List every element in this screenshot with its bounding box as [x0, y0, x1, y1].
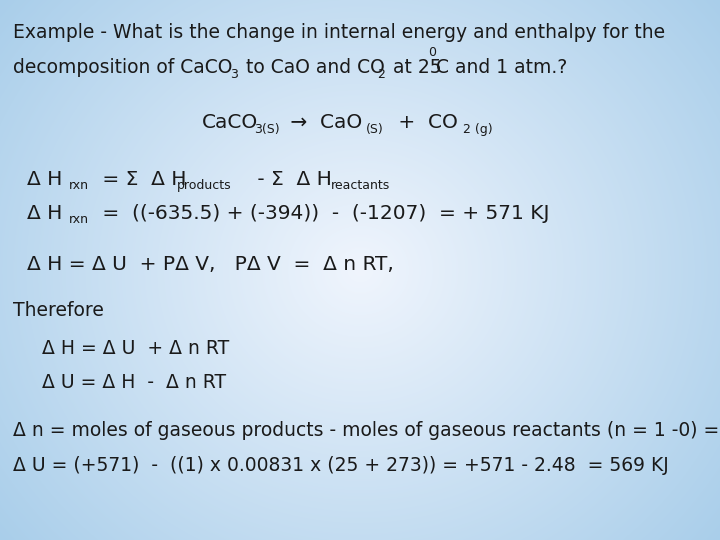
Text: 2 (g): 2 (g) — [463, 123, 492, 136]
Text: rxn: rxn — [68, 179, 89, 192]
Text: 2: 2 — [377, 68, 385, 80]
Text: to CaO and CO: to CaO and CO — [240, 58, 385, 77]
Text: at 25: at 25 — [387, 58, 447, 77]
Text: Δ n = moles of gaseous products - moles of gaseous reactants (n = 1 -0) = 1: Δ n = moles of gaseous products - moles … — [13, 421, 720, 440]
Text: = Σ  Δ H: = Σ Δ H — [96, 170, 187, 189]
Text: products: products — [177, 179, 232, 192]
Text: CaCO: CaCO — [202, 113, 258, 132]
Text: reactants: reactants — [331, 179, 390, 192]
Text: 0: 0 — [428, 46, 436, 59]
Text: Δ U = Δ H  -  Δ n RT: Δ U = Δ H - Δ n RT — [42, 373, 226, 392]
Text: Δ U = (+571)  -  ((1) x 0.00831 x (25 + 273)) = +571 - 2.48  = 569 KJ: Δ U = (+571) - ((1) x 0.00831 x (25 + 27… — [13, 456, 669, 475]
Text: 3(S): 3(S) — [254, 123, 280, 136]
Text: decomposition of CaCO: decomposition of CaCO — [13, 58, 233, 77]
Text: - Σ  Δ H: - Σ Δ H — [251, 170, 331, 189]
Text: C and 1 atm.?: C and 1 atm.? — [436, 58, 567, 77]
Text: Δ H = Δ U  + PΔ V,   PΔ V  =  Δ n RT,: Δ H = Δ U + PΔ V, PΔ V = Δ n RT, — [27, 255, 395, 274]
Text: (S): (S) — [366, 123, 384, 136]
Text: rxn: rxn — [68, 213, 89, 226]
Text: =  ((-635.5) + (-394))  -  (-1207)  = + 571 KJ: = ((-635.5) + (-394)) - (-1207) = + 571 … — [96, 204, 550, 223]
Text: →  CaO: → CaO — [284, 113, 362, 132]
Text: +  CO: + CO — [392, 113, 457, 132]
Text: Δ H: Δ H — [27, 170, 63, 189]
Text: Therefore: Therefore — [13, 301, 104, 320]
Text: Example - What is the change in internal energy and enthalpy for the: Example - What is the change in internal… — [13, 23, 665, 42]
Text: 3: 3 — [230, 68, 238, 80]
Text: Δ H = Δ U  + Δ n RT: Δ H = Δ U + Δ n RT — [42, 339, 229, 357]
Text: Δ H: Δ H — [27, 204, 63, 223]
